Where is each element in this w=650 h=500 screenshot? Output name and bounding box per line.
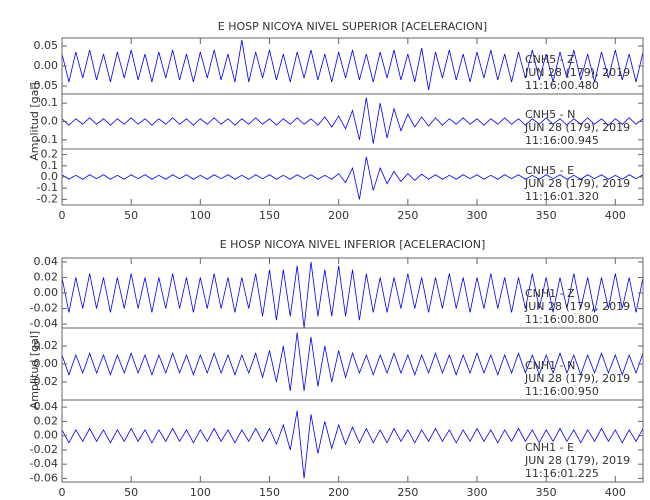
y-tick-label: 0.04 <box>34 255 59 268</box>
trace-label: 11:16:00.800 <box>525 313 599 326</box>
waveform <box>62 156 643 200</box>
trace-label: CNH1 - N <box>525 359 575 372</box>
x-tick-label: 0 <box>59 486 66 499</box>
y-tick-label: -0.04 <box>30 457 58 470</box>
chart-title: E HOSP NICOYA NIVEL INFERIOR [ACELERACIO… <box>220 238 486 251</box>
trace-label: CNH1 - Z <box>525 287 575 300</box>
waveform <box>62 39 643 91</box>
x-tick-label: 300 <box>467 209 488 222</box>
x-tick-label: 350 <box>536 209 557 222</box>
trace-label: JUN 28 (179), 2019 <box>524 177 630 190</box>
y-tick-label: 0.00 <box>34 429 59 442</box>
y-tick-label: 0.04 <box>34 400 59 413</box>
trace-label: CNH5 - E <box>525 164 574 177</box>
x-tick-label: 400 <box>605 486 626 499</box>
trace-label: 11:16:00.945 <box>525 134 599 147</box>
y-tick-label: 0.1 <box>41 159 59 172</box>
x-tick-label: 200 <box>328 209 349 222</box>
trace-label: CNH5 - N <box>525 108 575 121</box>
x-tick-label: 150 <box>259 486 280 499</box>
y-tick-label: -0.1 <box>37 181 58 194</box>
y-tick-label: 0.00 <box>34 357 59 370</box>
trace-label: JUN 28 (179), 2019 <box>524 300 630 313</box>
y-tick-label: 0.02 <box>34 414 59 427</box>
x-tick-label: 250 <box>397 209 418 222</box>
y-tick-label: -0.05 <box>30 79 58 92</box>
x-tick-label: 50 <box>124 486 138 499</box>
x-tick-label: 350 <box>536 486 557 499</box>
trace-label: 11:16:00.950 <box>525 385 599 398</box>
x-tick-label: 250 <box>397 486 418 499</box>
y-tick-label: -0.2 <box>37 192 58 205</box>
trace-label: 11:16:01.320 <box>525 190 599 203</box>
trace-label: JUN 28 (179), 2019 <box>524 66 630 79</box>
y-tick-label: 0.0 <box>41 115 59 128</box>
x-tick-label: 100 <box>190 486 211 499</box>
trace-label: JUN 28 (179), 2019 <box>524 454 630 467</box>
y-axis-label: Amplitud [gal] <box>28 82 41 160</box>
x-tick-label: 400 <box>605 209 626 222</box>
trace-label: JUN 28 (179), 2019 <box>524 121 630 134</box>
y-tick-label: -0.02 <box>30 375 58 388</box>
y-tick-label: 0.02 <box>34 270 59 283</box>
x-tick-label: 0 <box>59 209 66 222</box>
trace-label: CNH5 - Z <box>525 53 575 66</box>
trace-label: CNH1 - E <box>525 441 574 454</box>
y-tick-label: -0.02 <box>30 443 58 456</box>
trace-label: JUN 28 (179), 2019 <box>524 372 630 385</box>
y-tick-label: 0.1 <box>41 96 59 109</box>
panel-frame <box>61 399 644 483</box>
waveform <box>62 97 643 144</box>
x-tick-label: 150 <box>259 209 280 222</box>
y-tick-label: -0.04 <box>30 317 58 330</box>
y-tick-label: -0.02 <box>30 302 58 315</box>
y-tick-label: -0.1 <box>37 133 58 146</box>
y-tick-label: -0.06 <box>30 471 58 484</box>
y-tick-label: 0.05 <box>34 39 59 52</box>
y-axis-label: Amplitud [gal] <box>28 331 41 409</box>
y-tick-label: 0.00 <box>34 59 59 72</box>
chart-title: E HOSP NICOYA NIVEL SUPERIOR [ACELERACIO… <box>218 20 487 33</box>
waveform <box>62 261 643 328</box>
x-tick-label: 50 <box>124 209 138 222</box>
y-tick-label: 0.0 <box>41 170 59 183</box>
y-tick-label: 0.00 <box>34 286 59 299</box>
trace-label: 11:16:00.480 <box>525 79 599 92</box>
y-tick-label: 0.02 <box>34 339 59 352</box>
waveform <box>62 332 643 392</box>
x-tick-label: 100 <box>190 209 211 222</box>
trace-label: 11:16:01.225 <box>525 467 599 480</box>
x-tick-label: 200 <box>328 486 349 499</box>
y-tick-label: 0.2 <box>41 148 59 161</box>
x-tick-label: 300 <box>467 486 488 499</box>
waveform <box>62 410 643 479</box>
